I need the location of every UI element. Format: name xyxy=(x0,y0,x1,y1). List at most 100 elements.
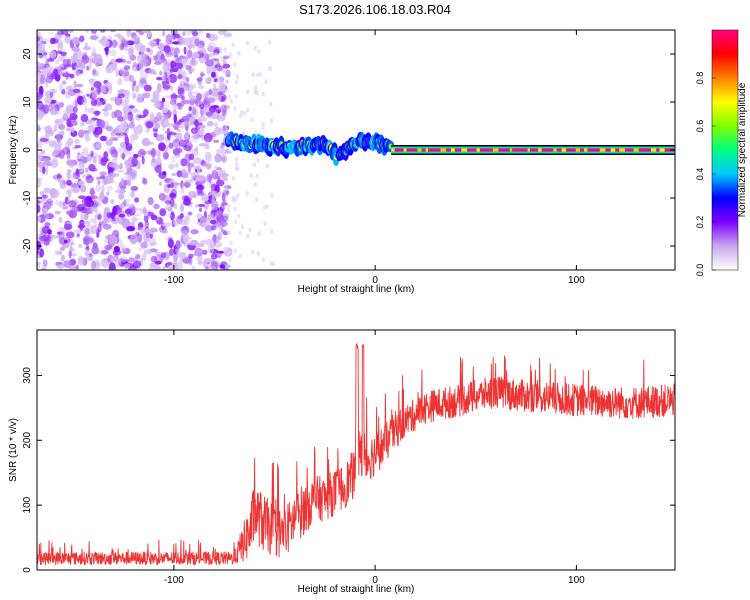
heatmap-cell xyxy=(231,195,236,201)
heatmap-cell xyxy=(651,148,657,152)
heatmap-cell xyxy=(154,251,164,255)
heatmap-cell xyxy=(139,44,146,53)
heatmap-cell xyxy=(219,221,228,227)
heatmap-cell xyxy=(107,180,116,184)
heatmap-cell xyxy=(215,179,225,187)
heatmap-cell xyxy=(68,161,75,168)
heatmap-cell xyxy=(126,162,132,171)
heatmap-cell xyxy=(216,79,222,83)
heatmap-cell xyxy=(65,127,73,132)
heatmap-cell xyxy=(93,53,102,62)
heatmap-cell xyxy=(129,105,135,109)
heatmap-cell xyxy=(88,229,94,234)
heatmap-cell xyxy=(216,167,222,171)
heatmap-cell xyxy=(223,246,228,252)
heatmap-cell xyxy=(126,30,132,38)
heatmap-cell xyxy=(71,120,78,126)
heatmap-cell xyxy=(148,267,157,270)
heatmap-cell xyxy=(108,49,117,57)
heatmap-cell xyxy=(152,103,161,107)
heatmap-cell xyxy=(37,101,45,110)
heatmap-cell xyxy=(96,119,106,129)
heatmap-cell xyxy=(130,108,140,113)
heatmap-cell xyxy=(228,52,233,58)
heatmap-cell xyxy=(62,260,72,268)
heatmap-cell xyxy=(440,148,447,152)
heatmap-cell xyxy=(234,93,238,99)
heatmap-cell xyxy=(219,148,228,155)
heatmap-cell xyxy=(198,177,208,184)
heatmap-cell xyxy=(204,77,212,85)
heatmap-cell xyxy=(52,158,58,162)
heatmap-cell xyxy=(223,32,232,38)
heatmap-cell xyxy=(183,144,192,152)
heatmap-cell xyxy=(56,173,62,179)
heatmap-cell xyxy=(158,142,166,152)
heatmap-cell xyxy=(221,192,226,203)
heatmap-cell xyxy=(257,231,262,237)
heatmap-cell xyxy=(106,185,113,192)
heatmap-cell xyxy=(197,191,205,196)
heatmap-cell xyxy=(184,139,190,144)
heatmap-cell xyxy=(133,35,139,40)
heatmap-cell xyxy=(186,83,194,93)
heatmap-cell xyxy=(62,71,69,76)
heatmap-cell xyxy=(174,62,184,70)
heatmap-cell xyxy=(66,210,70,215)
heatmap-cell xyxy=(58,231,65,242)
heatmap-cell xyxy=(205,155,212,165)
heatmap-cell xyxy=(134,213,141,217)
heatmap-cell xyxy=(120,69,124,76)
heatmap-cell xyxy=(41,267,47,270)
heatmap-cell xyxy=(68,250,72,259)
heatmap-cell xyxy=(208,105,216,114)
snr-ticks: -100 0 100 0 100 200 300 xyxy=(22,330,675,586)
heatmap-cell xyxy=(113,109,123,118)
heatmap-cell xyxy=(238,230,243,236)
heatmap-cell xyxy=(204,146,211,150)
heatmap-cell xyxy=(220,173,228,179)
heatmap-cell xyxy=(132,64,138,72)
heatmap-cell xyxy=(152,71,157,76)
heatmap-cell xyxy=(54,118,64,126)
heatmap-cell xyxy=(162,80,167,86)
heatmap-cell xyxy=(245,89,250,95)
heatmap-cell xyxy=(527,148,530,152)
heatmap-cell xyxy=(69,244,73,254)
heatmap-cell xyxy=(215,210,222,218)
heatmap-cell xyxy=(171,155,175,164)
heatmap-cell xyxy=(60,254,65,262)
heatmap-cell xyxy=(202,93,206,98)
heatmap-cell xyxy=(77,256,86,266)
heatmap-cell xyxy=(154,96,159,103)
heatmap-cell xyxy=(142,178,148,185)
heatmap-cell xyxy=(143,84,152,92)
heatmap-cell xyxy=(151,156,156,164)
heatmap-cell xyxy=(111,158,117,165)
heatmap-cell xyxy=(210,71,216,78)
heatmap-cell xyxy=(195,242,205,248)
heatmap-cell xyxy=(97,223,102,233)
heatmap-cell xyxy=(90,217,96,223)
heatmap-cell xyxy=(174,202,177,210)
heatmap-cell xyxy=(119,255,128,263)
spectrogram-x-tick-label: 100 xyxy=(568,275,585,286)
heatmap-cell xyxy=(214,241,222,248)
snr-y-tick-label: 0 xyxy=(22,567,33,573)
heatmap-cell xyxy=(170,182,175,189)
heatmap-cell xyxy=(85,175,94,184)
heatmap-cell xyxy=(119,262,126,267)
heatmap-cell xyxy=(167,123,176,128)
heatmap-cell xyxy=(169,85,174,91)
heatmap-cell xyxy=(269,228,274,234)
heatmap-cell xyxy=(58,216,63,223)
heatmap-cell xyxy=(168,73,178,84)
heatmap-cell xyxy=(39,239,45,244)
heatmap-cell xyxy=(76,233,80,238)
heatmap-cell xyxy=(39,138,49,142)
heatmap-cell xyxy=(83,207,92,215)
heatmap-cell xyxy=(145,232,151,239)
heatmap-cell xyxy=(74,98,78,108)
heatmap-cell xyxy=(149,112,155,122)
